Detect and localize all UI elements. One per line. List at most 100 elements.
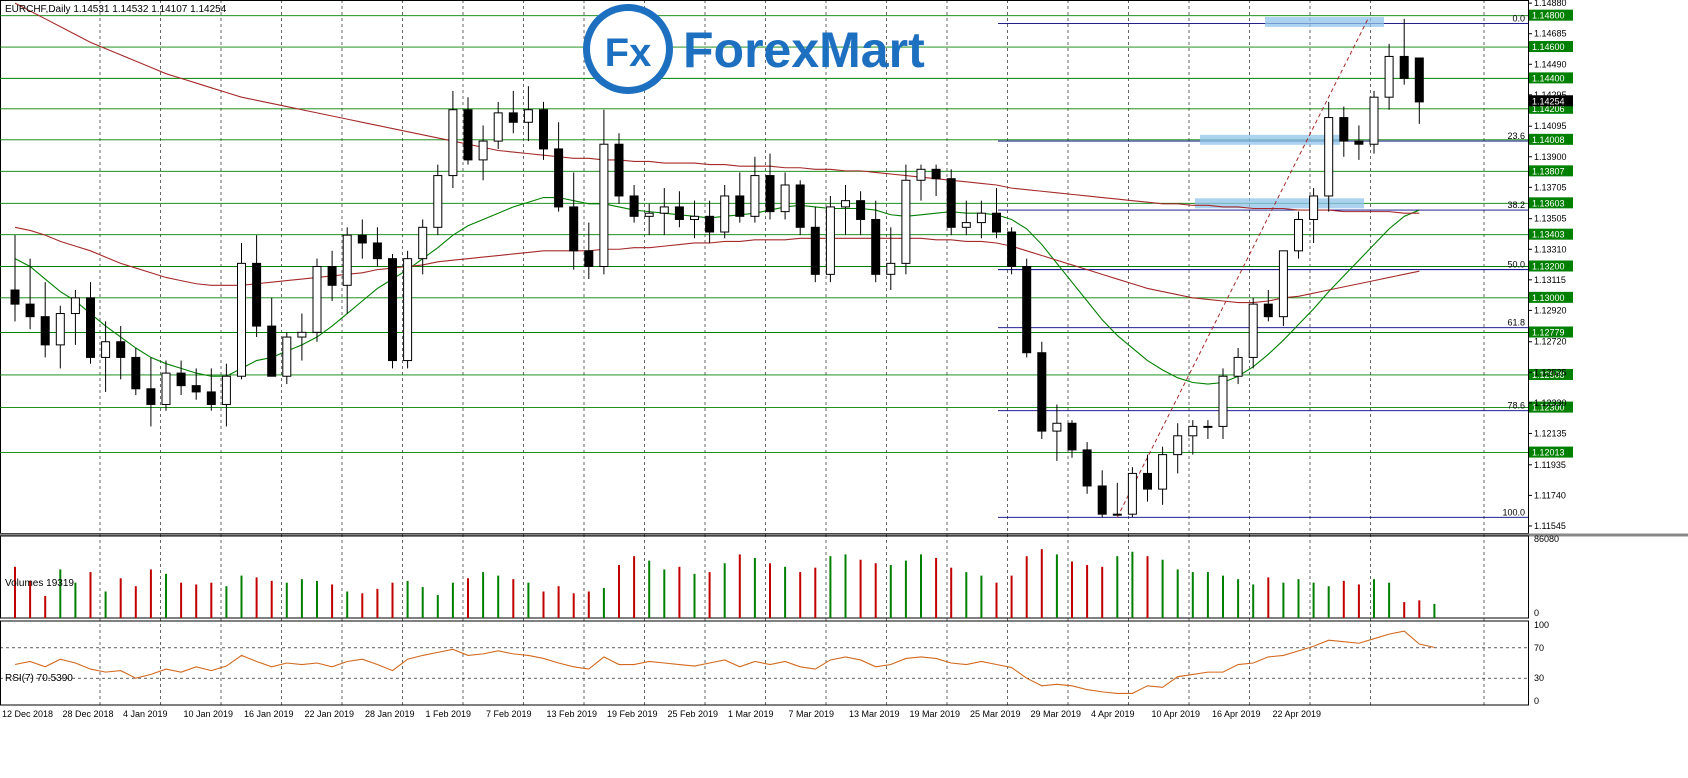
candle-body bbox=[810, 226, 820, 275]
candle-body bbox=[1218, 375, 1228, 427]
level-tag bbox=[1529, 197, 1573, 209]
moving-average-slow bbox=[14, 2, 1420, 214]
candle-body bbox=[70, 297, 80, 315]
candle-body bbox=[1173, 435, 1183, 456]
price-tick-label: 1.11935 bbox=[1534, 460, 1566, 470]
rsi-tick-label: 30 bbox=[1534, 673, 1544, 683]
chart-header: EURCHF,Daily 1.14531 1.14532 1.14107 1.1… bbox=[5, 4, 227, 15]
candle-body bbox=[40, 316, 50, 346]
current-price-tag bbox=[1529, 95, 1573, 107]
level-tag-label: 1.14800 bbox=[1532, 11, 1565, 21]
candle-body bbox=[161, 372, 171, 405]
level-tag bbox=[1529, 368, 1573, 380]
date-tick-label: 13 Feb 2019 bbox=[547, 709, 598, 719]
candle-body bbox=[1037, 352, 1047, 432]
candle-body bbox=[765, 175, 775, 213]
price-tick-label: 1.13900 bbox=[1534, 152, 1567, 162]
logo-wordmark: ForexMart bbox=[683, 22, 925, 78]
candle-body bbox=[1278, 250, 1288, 318]
level-tag-label: 1.13807 bbox=[1532, 166, 1565, 176]
candle-body bbox=[1158, 454, 1168, 490]
price-tick-label: 1.11740 bbox=[1534, 490, 1566, 500]
date-tick-label: 22 Jan 2019 bbox=[305, 709, 355, 719]
highlight-zone bbox=[1265, 16, 1384, 27]
candle-body bbox=[1294, 218, 1303, 252]
level-tag bbox=[1529, 72, 1573, 84]
level-tag-label: 1.13200 bbox=[1532, 262, 1565, 272]
candle-body bbox=[372, 242, 382, 260]
candle-body bbox=[690, 215, 699, 220]
candle-body bbox=[312, 266, 322, 333]
price-tick-label: 1.12330 bbox=[1534, 398, 1567, 408]
candle-body bbox=[101, 341, 111, 358]
candle-body bbox=[1143, 472, 1152, 490]
candle-body bbox=[1354, 140, 1364, 145]
current-price-label: 1.14254 bbox=[1532, 96, 1565, 106]
logo-mark-text: Fx bbox=[605, 31, 652, 75]
level-tag-label: 1.14206 bbox=[1532, 104, 1565, 114]
candle-body bbox=[221, 375, 231, 405]
date-tick-label: 1 Mar 2019 bbox=[728, 709, 774, 719]
price-tick-label: 1.14095 bbox=[1534, 121, 1567, 131]
level-tag bbox=[1529, 133, 1573, 145]
level-tag-label: 1.14008 bbox=[1532, 135, 1565, 145]
price-tick-label: 1.14880 bbox=[1534, 0, 1567, 8]
candle-body bbox=[25, 303, 35, 318]
date-tick-label: 7 Mar 2019 bbox=[789, 709, 835, 719]
candle-body bbox=[871, 218, 881, 275]
highlight-zone bbox=[1195, 198, 1364, 209]
level-tag-label: 1.12300 bbox=[1532, 403, 1565, 413]
candle-body bbox=[403, 258, 413, 362]
candle-body bbox=[86, 297, 95, 358]
candle-body bbox=[539, 109, 548, 150]
candle-body bbox=[1007, 231, 1017, 267]
candle-body bbox=[674, 206, 684, 220]
candle-body bbox=[176, 372, 186, 387]
candle-body bbox=[327, 266, 337, 286]
candle-body bbox=[599, 143, 609, 267]
candle-body bbox=[1052, 422, 1062, 432]
date-tick-label: 25 Mar 2019 bbox=[970, 709, 1021, 719]
candle-body bbox=[1248, 303, 1258, 358]
date-tick-label: 13 Mar 2019 bbox=[849, 709, 900, 719]
price-tick-label: 1.12135 bbox=[1534, 428, 1567, 438]
candle-body bbox=[946, 178, 956, 228]
date-tick-label: 19 Feb 2019 bbox=[607, 709, 658, 719]
candle-body bbox=[1414, 57, 1424, 103]
price-panel-frame bbox=[0, 0, 1529, 534]
candle-body bbox=[720, 195, 730, 233]
candle-body bbox=[1384, 55, 1394, 98]
level-tag-label: 1.12013 bbox=[1532, 448, 1565, 458]
rsi-tick-label: 100 bbox=[1534, 620, 1549, 630]
rsi-panel-frame bbox=[0, 620, 1529, 706]
candle-body bbox=[554, 148, 564, 208]
price-tick-label: 1.13115 bbox=[1534, 275, 1566, 285]
candle-body bbox=[931, 168, 941, 180]
price-tick-label: 1.12720 bbox=[1534, 337, 1567, 347]
date-tick-label: 28 Jan 2019 bbox=[365, 709, 415, 719]
date-tick-label: 4 Jan 2019 bbox=[123, 709, 168, 719]
candle-body bbox=[705, 215, 715, 233]
candle-body bbox=[1369, 96, 1379, 145]
moving-average-fast bbox=[14, 196, 1420, 385]
level-tag bbox=[1529, 9, 1573, 21]
date-tick-label: 28 Dec 2018 bbox=[63, 709, 114, 719]
candle-body bbox=[901, 179, 911, 264]
level-tag-label: 1.12508 bbox=[1532, 370, 1565, 380]
level-tag bbox=[1529, 326, 1573, 338]
date-tick-label: 25 Feb 2019 bbox=[668, 709, 719, 719]
candle-body bbox=[856, 200, 866, 220]
candle-body bbox=[418, 226, 428, 260]
price-tick-label: 1.13310 bbox=[1534, 244, 1567, 254]
candle-body bbox=[297, 331, 307, 338]
level-tag bbox=[1529, 446, 1573, 458]
candle-body bbox=[523, 109, 533, 123]
fib-level-label: 23.6 bbox=[1507, 131, 1525, 141]
candle-body bbox=[131, 356, 141, 390]
price-tick-label: 1.14295 bbox=[1534, 90, 1567, 100]
candle-body bbox=[1339, 117, 1349, 142]
candle-body bbox=[282, 336, 292, 377]
candle-body bbox=[825, 206, 835, 275]
level-tag bbox=[1529, 165, 1573, 177]
fib-level-label: 100.0 bbox=[1502, 507, 1525, 517]
